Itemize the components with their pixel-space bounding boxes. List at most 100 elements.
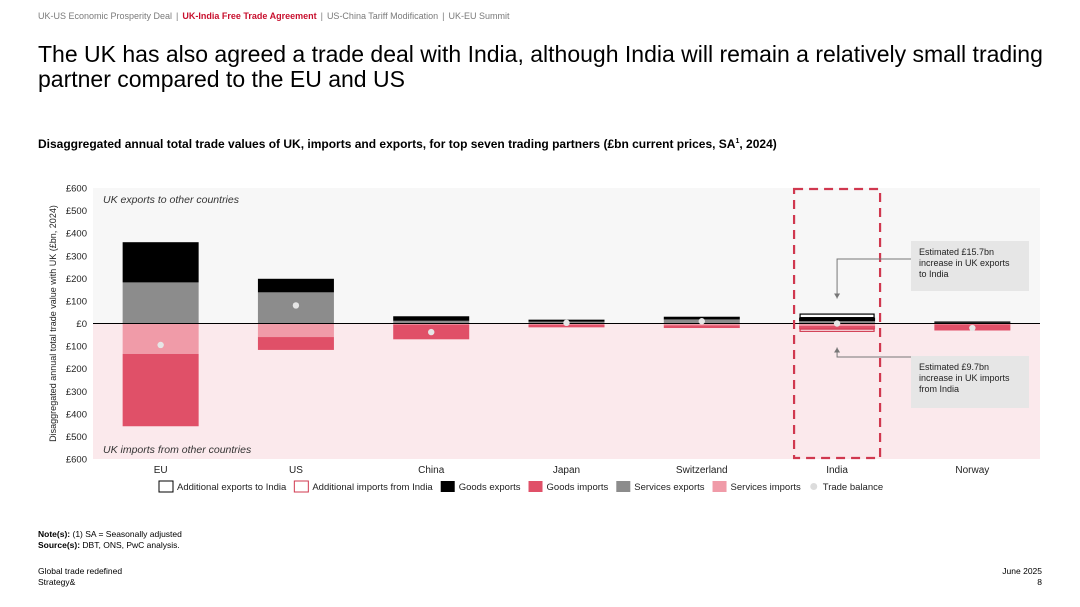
- source-text: DBT, ONS, PwC analysis.: [82, 540, 180, 550]
- footer-brand: Strategy&: [38, 577, 76, 587]
- nav-item-uk-us[interactable]: UK-US Economic Prosperity Deal: [38, 11, 173, 21]
- legend-label: Additional imports from India: [312, 482, 433, 493]
- note-line: Note(s): (1) SA = Seasonally adjusted: [38, 529, 182, 540]
- x-tick-label: Switzerland: [676, 465, 728, 476]
- legend-label: Services exports: [634, 482, 704, 493]
- footer-date: June 2025: [1002, 566, 1042, 576]
- page-title: The UK has also agreed a trade deal with…: [38, 41, 1043, 92]
- y-tick-label: £300: [66, 387, 87, 398]
- nav-separator: |: [320, 11, 323, 21]
- annotation-box: [911, 356, 1029, 408]
- legend-label: Services imports: [731, 482, 801, 493]
- chart-subtitle: Disaggregated annual total trade values …: [38, 137, 777, 151]
- x-tick-label: China: [418, 465, 445, 476]
- bar-goods-imports: [122, 353, 199, 427]
- annotation-text: increase in UK imports: [919, 373, 1010, 383]
- x-tick-label: India: [826, 465, 848, 476]
- note-label: Note(s):: [38, 529, 71, 539]
- bar-additional-imports-from-india: [799, 328, 875, 332]
- subtitle-text: Disaggregated annual total trade values …: [38, 137, 736, 151]
- y-tick-label: £600: [66, 455, 87, 466]
- legend-swatch: [158, 480, 174, 493]
- legend-swatch: [440, 481, 455, 492]
- bar-goods-exports: [393, 316, 470, 321]
- india-highlight-box: [792, 187, 882, 460]
- footer-document-title: Global trade redefined: [38, 566, 123, 576]
- annotation-text: from India: [919, 384, 959, 394]
- note-text: (1) SA = Seasonally adjusted: [72, 529, 182, 539]
- bar-additional-exports-to-india: [799, 313, 875, 319]
- legend-label: Trade balance: [823, 482, 883, 493]
- bar-goods-exports: [257, 278, 334, 293]
- y-tick-label: £200: [66, 274, 87, 285]
- source-line: Source(s): DBT, ONS, PwC analysis.: [38, 540, 182, 551]
- imports-region-label: UK imports from other countries: [103, 444, 252, 456]
- annotation-connector: [836, 258, 911, 299]
- annotation-box: [911, 241, 1029, 291]
- bar-goods-imports: [663, 325, 740, 329]
- bar-services-imports: [393, 323, 470, 325]
- nav-item-us-china[interactable]: US-China Tariff Modification: [326, 11, 439, 21]
- x-tick-label: Japan: [553, 465, 580, 476]
- nav-item-uk-india[interactable]: UK-India Free Trade Agreement: [182, 11, 317, 21]
- annotation-arrowhead: [834, 347, 841, 353]
- trade-balance-point: [292, 302, 300, 309]
- annotation-text: to India: [919, 269, 949, 279]
- y-axis-label: Disaggregated annual total trade value w…: [48, 205, 58, 442]
- trade-balance-point: [563, 319, 570, 327]
- nav-separator: |: [442, 11, 445, 21]
- legend-swatch: [293, 480, 309, 493]
- trade-chart: UK exports to other countries UK imports …: [48, 184, 1040, 493]
- footer-page-number: 8: [1037, 577, 1042, 587]
- bar-goods-exports: [799, 317, 876, 322]
- x-tick-label: US: [289, 465, 303, 476]
- legend-swatch: [528, 481, 543, 492]
- x-tick-label: EU: [154, 465, 168, 476]
- annotation-arrowhead: [834, 293, 841, 299]
- y-tick-label: £400: [66, 409, 87, 420]
- x-tick-label: Norway: [955, 465, 989, 476]
- notes: Note(s): (1) SA = Seasonally adjusted So…: [38, 529, 182, 551]
- nav-separator: |: [176, 11, 179, 21]
- y-tick-label: £200: [66, 364, 87, 375]
- section-nav: UK-US Economic Prosperity Deal | UK-India …: [38, 11, 510, 21]
- footer-right: June 2025 8: [1002, 566, 1042, 588]
- footer-left: Global trade redefined Strategy&: [38, 566, 122, 588]
- legend-label: Goods exports: [459, 482, 521, 493]
- trade-balance-point: [969, 324, 976, 332]
- bar-services-imports: [257, 323, 334, 338]
- bar-services-exports: [122, 282, 199, 324]
- y-tick-label: £500: [66, 432, 87, 443]
- nav-item-uk-eu[interactable]: UK-EU Summit: [448, 11, 510, 21]
- subtitle-suffix: , 2024): [739, 137, 777, 151]
- y-tick-label: £400: [66, 229, 87, 240]
- y-tick-label: £0: [76, 319, 87, 330]
- legend-swatch: [810, 483, 818, 490]
- legend-label: Additional exports to India: [177, 482, 287, 493]
- subtitle-footnote-marker: 1: [735, 138, 740, 145]
- y-tick-label: £500: [66, 206, 87, 217]
- trade-balance-point: [428, 328, 435, 336]
- y-tick-label: £600: [66, 184, 87, 195]
- legend-swatch: [712, 481, 727, 492]
- trade-balance-point: [157, 341, 164, 349]
- imports-region: [93, 323, 1040, 459]
- annotation-text: Estimated £9.7bn: [919, 362, 989, 372]
- legend-label: Goods imports: [547, 482, 609, 493]
- bar-services-exports: [393, 320, 470, 324]
- annotation-text: Estimated £15.7bn: [919, 247, 994, 257]
- y-tick-label: £100: [66, 342, 87, 353]
- bar-services-imports: [122, 323, 199, 354]
- y-tick-label: £300: [66, 251, 87, 262]
- trade-balance-point: [833, 320, 841, 327]
- bar-goods-imports: [257, 337, 334, 350]
- exports-region-label: UK exports to other countries: [103, 194, 240, 206]
- exports-region: [93, 188, 1040, 324]
- y-tick-label: £100: [66, 296, 87, 307]
- annotation-text: increase in UK exports: [919, 258, 1010, 268]
- bar-goods-imports: [799, 325, 876, 330]
- trade-balance-point: [698, 318, 705, 325]
- legend-swatch: [616, 481, 631, 492]
- source-label: Source(s):: [38, 540, 81, 550]
- bar-goods-exports: [122, 242, 199, 283]
